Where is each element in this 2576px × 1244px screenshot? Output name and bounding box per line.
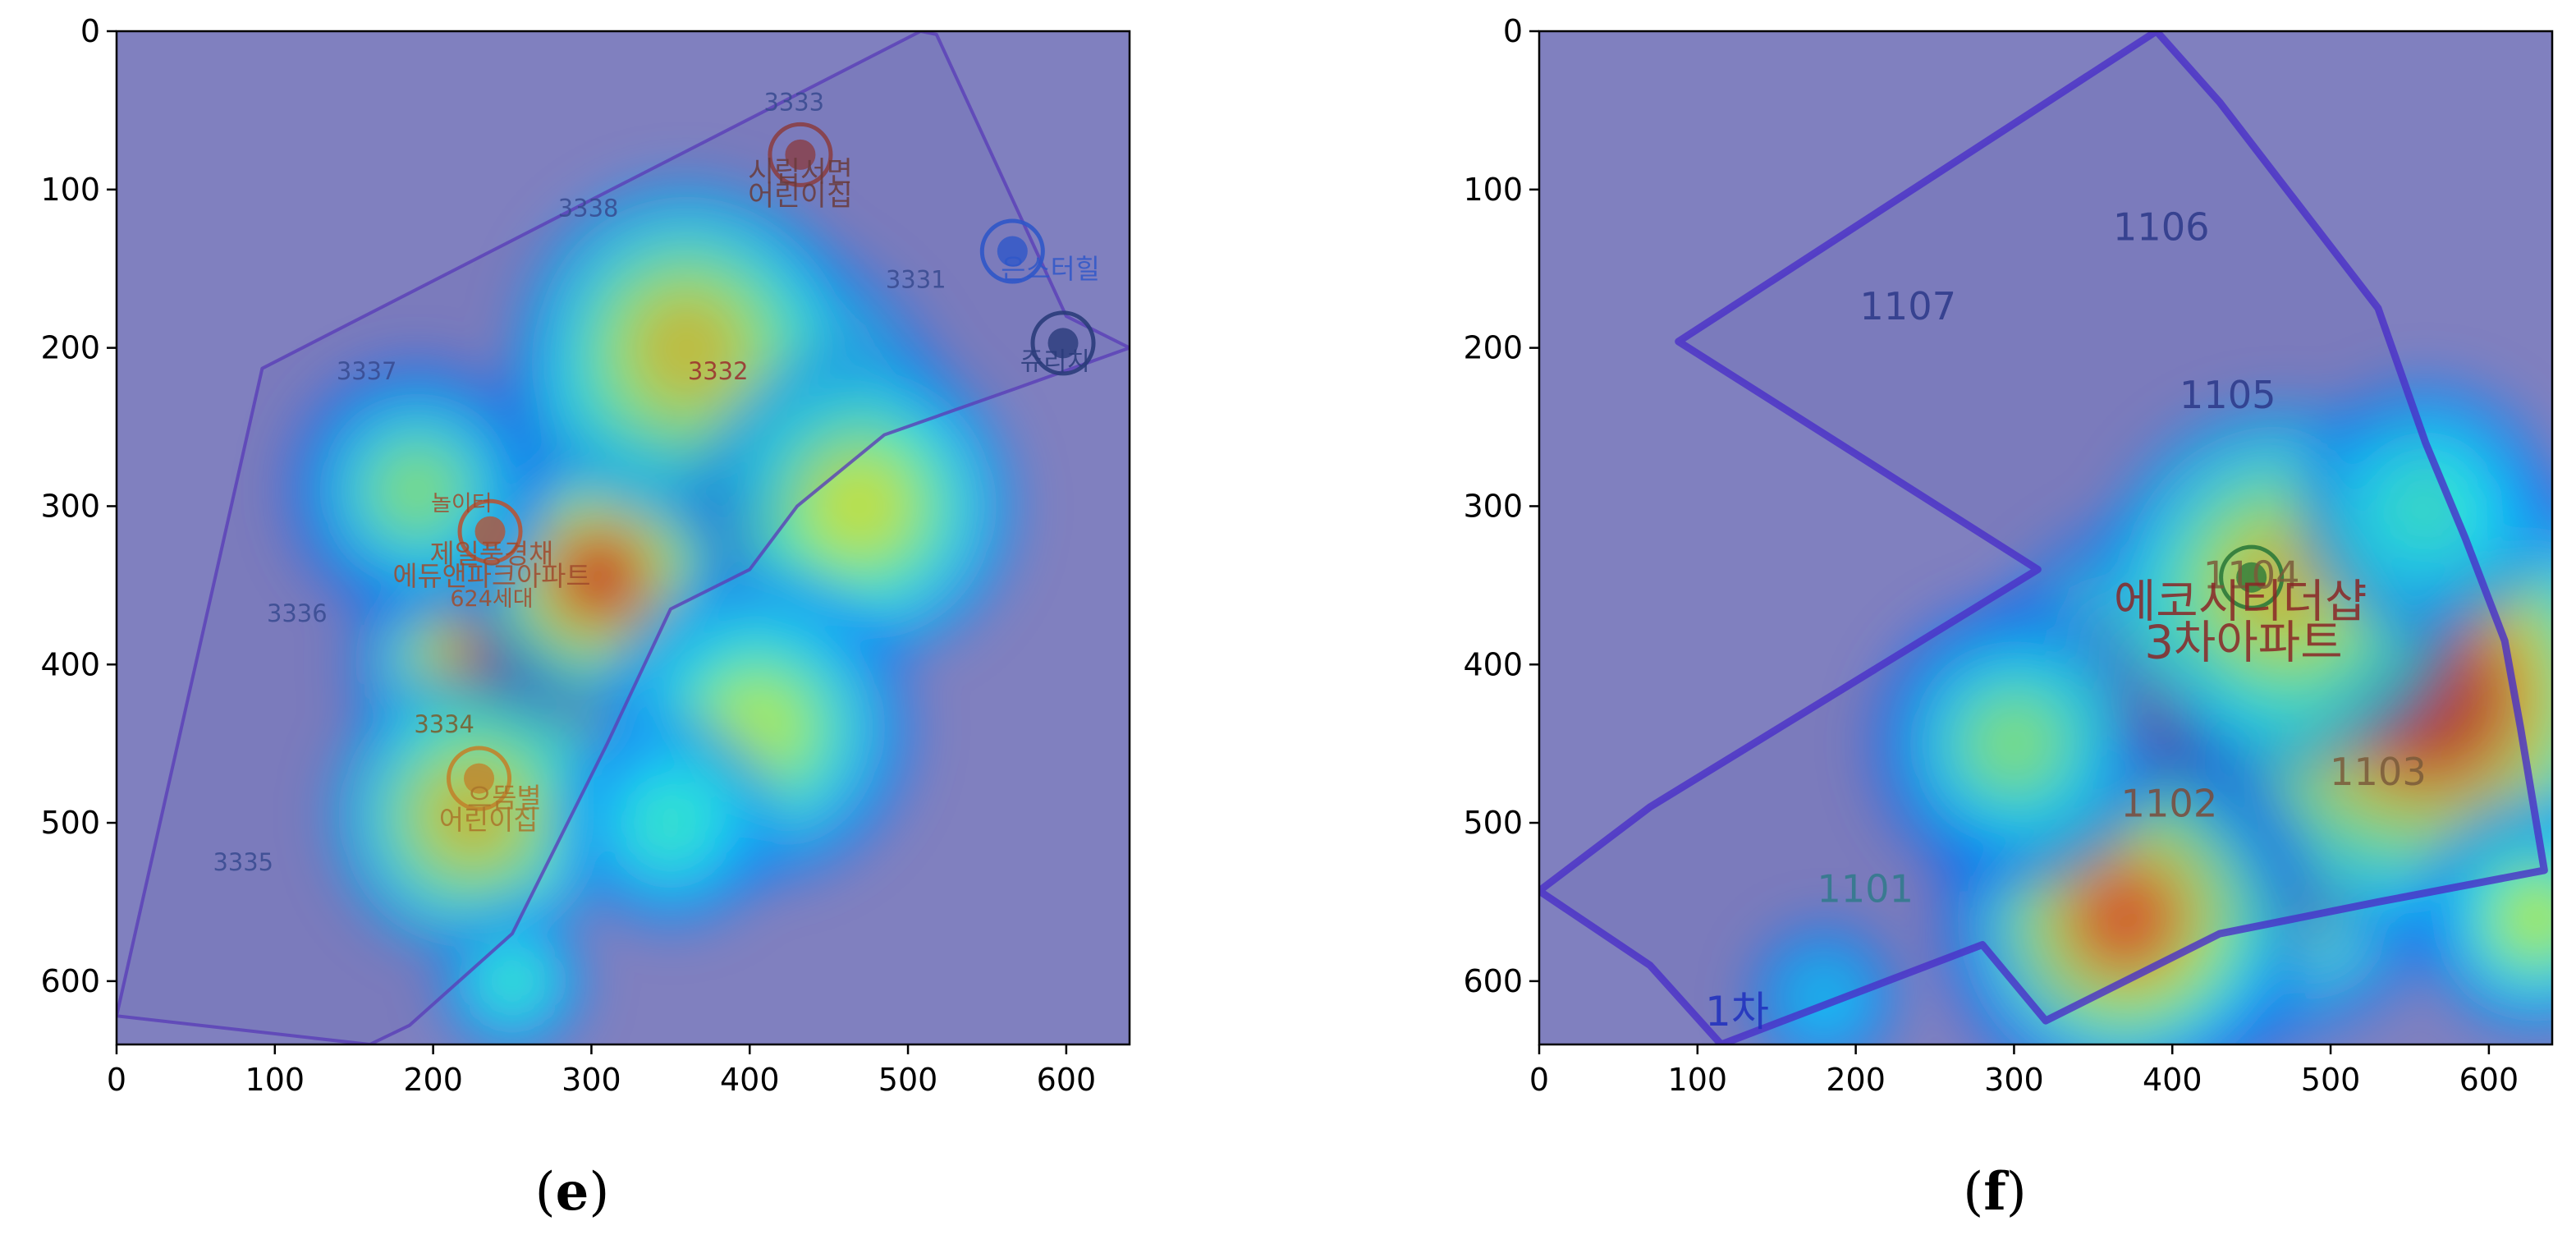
- map-marker-icon: [979, 218, 1045, 284]
- map-label: 1차: [1705, 987, 1769, 1035]
- heatmap-hotspot-4-level-5: [1970, 700, 2058, 787]
- y-tick-label: 300: [1463, 488, 1523, 524]
- y-tick-label: 200: [40, 330, 100, 366]
- y-tick-label: 200: [1463, 330, 1523, 366]
- map-marker-dot: [464, 763, 495, 794]
- map-label: 1101: [1817, 866, 1914, 911]
- x-tick-label: 0: [107, 1062, 126, 1098]
- map-label: 3차아파트: [2144, 617, 2342, 670]
- y-tick-label: 500: [1463, 805, 1523, 841]
- x-tick-label: 300: [1984, 1062, 2044, 1098]
- map-marker-icon: [2219, 544, 2285, 610]
- map-label: 어린이집: [439, 805, 539, 836]
- y-tick-label: 0: [1503, 13, 1523, 49]
- heatmap-layer-e: [117, 31, 1130, 1044]
- y-tick-label: 500: [40, 805, 100, 841]
- heatmap-hotspot-2-level-5: [2077, 870, 2173, 966]
- heatmap-hotspot-8-level-5: [484, 953, 540, 1009]
- map-label: 3338: [558, 195, 619, 223]
- map-marker-dot: [2236, 562, 2267, 593]
- panel-caption-letter-e: e: [556, 1161, 589, 1223]
- heatmap-hotspot-9-level-5: [630, 783, 711, 863]
- map-label: 제일풍경채: [430, 539, 554, 570]
- map-label: 1103: [2330, 750, 2427, 794]
- x-tick-label: 500: [878, 1062, 938, 1098]
- x-tick-label: 100: [245, 1062, 305, 1098]
- map-label: 3336: [267, 599, 328, 627]
- heatmap-hotspot-5-level-5: [2500, 882, 2552, 954]
- map-label: 쥬리치: [1020, 347, 1090, 377]
- heatmap-veil: [1539, 31, 2552, 1044]
- heatmap-veil: [117, 31, 1130, 1044]
- x-tick-label: 0: [1529, 1062, 1549, 1098]
- map-marker-dot: [997, 236, 1028, 267]
- x-tick-label: 400: [720, 1062, 780, 1098]
- map-marker-dot: [1047, 328, 1079, 359]
- heatmap-layer-f: [1539, 31, 2552, 1044]
- map-marker-dot: [474, 516, 506, 547]
- heatmap-panel-e: 시립서면어린이집은스터힐쥬리치놀이터제일풍경채에듀앤파크아파트624세대으뜸별어…: [40, 13, 1131, 1223]
- map-label: 3333: [763, 88, 824, 116]
- panel-caption-f: (f): [1963, 1161, 2026, 1223]
- plot-frame: [1538, 30, 2554, 1046]
- heatmap-hotspot-7-level-5: [378, 450, 457, 530]
- x-tick-label: 600: [2459, 1062, 2519, 1098]
- heatmap-hotspot-3-level-5: [635, 296, 738, 400]
- map-marker-dot: [785, 139, 816, 170]
- heatmap-hotspots: [282, 172, 1022, 1044]
- map-label: 624세대: [450, 586, 533, 612]
- map-label: 에코시티더샵: [2114, 575, 2367, 628]
- map-label: 1106: [2113, 205, 2210, 250]
- site-boundary: [1539, 31, 2548, 1044]
- axes-f: 0 100 200 300 400 500 600 0 100 200 300 400 500 600: [1463, 13, 2554, 1098]
- heatmap-hotspot-6-level-5: [2377, 458, 2473, 554]
- x-tick-label: 400: [2143, 1062, 2202, 1098]
- map-label: 시립서면: [748, 156, 853, 189]
- panel-caption-letter-f: f: [1983, 1161, 2009, 1223]
- y-tick-label: 600: [1463, 963, 1523, 999]
- map-label: 1105: [2180, 373, 2276, 417]
- map-label: 3332: [688, 357, 749, 385]
- map-marker-icon: [1030, 310, 1096, 376]
- map-label: 3335: [213, 848, 273, 876]
- map-label: 은스터힐: [1001, 254, 1100, 285]
- map-marker-icon: [768, 122, 833, 187]
- map-label: 1102: [2121, 781, 2218, 825]
- heatmap-hotspot-2-level-5: [563, 541, 635, 613]
- map-marker-icon: [457, 498, 523, 564]
- x-tick-label: 100: [1668, 1062, 1728, 1098]
- y-tick-label: 100: [40, 172, 100, 208]
- map-label: 3334: [414, 710, 474, 738]
- axes-e: 0 100 200 300 400 500 600 0 100 200 300 400 500 600: [40, 13, 1131, 1098]
- x-tick-label: 200: [403, 1062, 463, 1098]
- map-marker-icon: [447, 746, 512, 811]
- map-label: 에듀앤파크아파트: [392, 561, 590, 592]
- site-boundary: [117, 31, 1130, 1044]
- map-label: 1107: [1859, 284, 1956, 328]
- x-tick-label: 500: [2301, 1062, 2361, 1098]
- y-tick-label: 100: [1463, 172, 1523, 208]
- map-label: 어린이집: [748, 180, 853, 213]
- plot-frame: [115, 30, 1131, 1046]
- map-label: 3331: [886, 265, 947, 293]
- heatmap-hotspots: [1745, 373, 2552, 1044]
- panel-caption-e: (e): [535, 1161, 610, 1223]
- y-tick-label: 300: [40, 488, 100, 524]
- map-label: 놀이터: [431, 491, 492, 516]
- x-tick-label: 600: [1037, 1062, 1097, 1098]
- y-tick-label: 600: [40, 963, 100, 999]
- map-label: 으뜸별: [467, 783, 541, 814]
- y-tick-label: 0: [80, 13, 100, 49]
- map-overlay-e: 시립서면어린이집은스터힐쥬리치놀이터제일풍경채에듀앤파크아파트624세대으뜸별어…: [117, 31, 1130, 1044]
- map-label: 3337: [337, 357, 397, 385]
- x-tick-label: 200: [1826, 1062, 1886, 1098]
- y-tick-label: 400: [1463, 646, 1523, 682]
- y-tick-label: 400: [40, 646, 100, 682]
- heatmap-hotspot-4-level-5: [813, 458, 909, 554]
- x-tick-label: 300: [561, 1062, 621, 1098]
- map-label: 1104: [2203, 553, 2300, 598]
